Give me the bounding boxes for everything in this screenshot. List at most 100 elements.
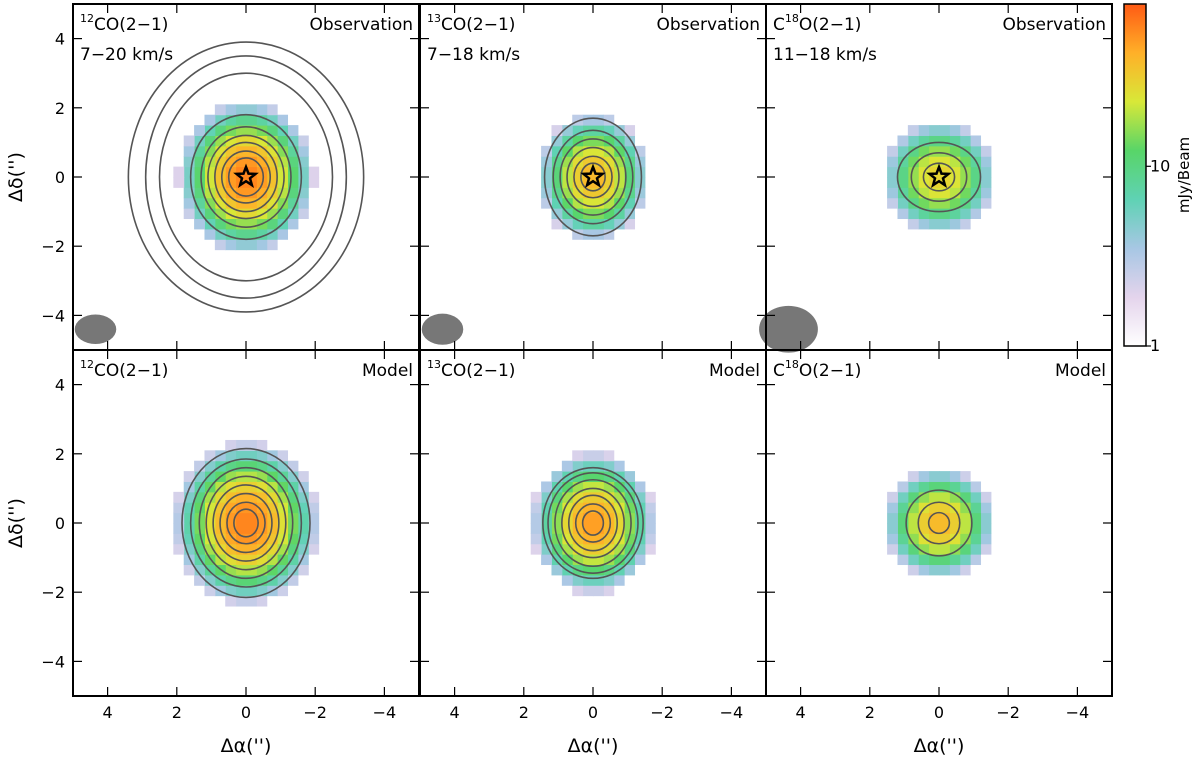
emission-pixel <box>225 135 237 147</box>
emission-pixel <box>173 177 185 188</box>
emission-pixel <box>959 533 971 545</box>
emission-pixel <box>582 564 594 576</box>
emission-pixel <box>235 156 247 168</box>
contour-level <box>219 492 273 554</box>
emission-pixel <box>613 187 625 199</box>
emission-pixel <box>204 460 216 472</box>
emission-pixel <box>266 208 278 220</box>
emission-pixel <box>980 197 992 209</box>
emission-pixel <box>277 585 289 597</box>
emission-pixel <box>287 125 299 136</box>
molecule-label: 12CO(2−1) <box>80 12 168 35</box>
emission-pixel <box>183 135 195 147</box>
emission-pixel <box>287 564 299 576</box>
emission-pixel <box>939 218 950 230</box>
emission-pixel <box>561 554 573 566</box>
emission-pixel <box>246 439 257 451</box>
emission-pixel <box>551 187 563 199</box>
emission-pixel <box>613 512 625 524</box>
x-tick-label: −4 <box>373 703 397 722</box>
emission-pixel <box>572 218 584 230</box>
panel-tag: Observation <box>1002 15 1106 35</box>
emission-pixel <box>887 512 898 524</box>
emission-pixel <box>572 460 584 472</box>
emission-pixel <box>572 491 584 503</box>
emission-pixel <box>897 533 909 545</box>
emission-pixel <box>277 554 289 566</box>
emission-pixel <box>624 491 636 503</box>
y-axis-label: Δδ('') <box>5 498 27 548</box>
emission-pixel <box>887 491 898 503</box>
emission-pixel <box>551 156 563 168</box>
emission-pixel <box>897 543 909 555</box>
emission-pixel <box>266 125 278 136</box>
emission-pixel <box>277 543 289 555</box>
emission-pixel <box>582 585 594 597</box>
emission-pixel <box>949 166 961 178</box>
emission-pixel <box>970 177 982 188</box>
emission-pixel <box>277 156 289 168</box>
y-tick-label: −2 <box>41 237 65 256</box>
emission-pixel <box>214 197 226 209</box>
emission-pixel <box>634 502 646 514</box>
emission-pixel <box>634 523 646 534</box>
emission-pixel <box>582 460 594 472</box>
emission-pixel <box>530 512 542 524</box>
emission-pixel <box>980 166 992 178</box>
emission-pixel <box>572 156 584 168</box>
emission-pixel <box>603 135 615 147</box>
emission-pixel <box>634 177 646 188</box>
emission-pixel <box>297 512 309 524</box>
emission-pixel <box>593 197 604 209</box>
emission-pixel <box>593 481 604 493</box>
emission-pixel <box>949 218 961 230</box>
emission-pixel <box>634 145 646 157</box>
emission-pixel <box>246 228 257 240</box>
emission-pixel <box>928 208 940 220</box>
panel-tag: Observation <box>309 15 413 35</box>
emission-pixel <box>551 471 563 482</box>
emission-pixel <box>277 533 289 545</box>
emission-pixel <box>928 533 940 545</box>
emission-pixel <box>624 523 636 534</box>
emission-pixel <box>297 177 309 188</box>
emission-pixel <box>235 523 247 534</box>
contour-level <box>158 72 334 282</box>
emission-pixel <box>582 481 594 493</box>
emission-pixel <box>277 187 289 199</box>
emission-pixel <box>593 156 604 168</box>
emission-pixel <box>194 502 205 514</box>
emission-pixel <box>551 491 563 503</box>
emission-pixel <box>246 481 257 493</box>
molecule-label: C18O(2−1) <box>773 12 861 35</box>
contour-level <box>200 126 292 228</box>
emission-pixel <box>225 439 237 451</box>
emission-pixel <box>918 197 930 209</box>
emission-pixel <box>939 533 950 545</box>
emission-pixel <box>194 491 205 503</box>
emission-pixel <box>572 135 584 147</box>
x-tick-label: 2 <box>519 703 529 722</box>
emission-pixel <box>949 208 961 220</box>
emission-pixel <box>928 481 940 493</box>
contour-level <box>205 475 287 571</box>
emission-pixel <box>644 512 656 524</box>
emission-pixel <box>204 491 216 503</box>
emission-pixel <box>970 512 982 524</box>
y-tick-label: 2 <box>55 445 65 464</box>
emission-pixel <box>235 187 247 199</box>
emission-pixel <box>897 135 909 147</box>
emission-pixel <box>593 460 604 472</box>
emission-pixel <box>235 208 247 220</box>
emission-pixel <box>572 187 584 199</box>
molecule-label: 12CO(2−1) <box>80 358 168 381</box>
emission-pixel <box>204 523 216 534</box>
emission-pixel <box>939 125 950 136</box>
x-axis-label: Δα('') <box>221 735 272 757</box>
emission-pixel <box>287 543 299 555</box>
emission-pixel <box>256 585 268 597</box>
star-icon <box>580 163 606 188</box>
emission-pixel <box>928 543 940 555</box>
emission-pixel <box>204 554 216 566</box>
emission-pixel <box>297 187 309 199</box>
